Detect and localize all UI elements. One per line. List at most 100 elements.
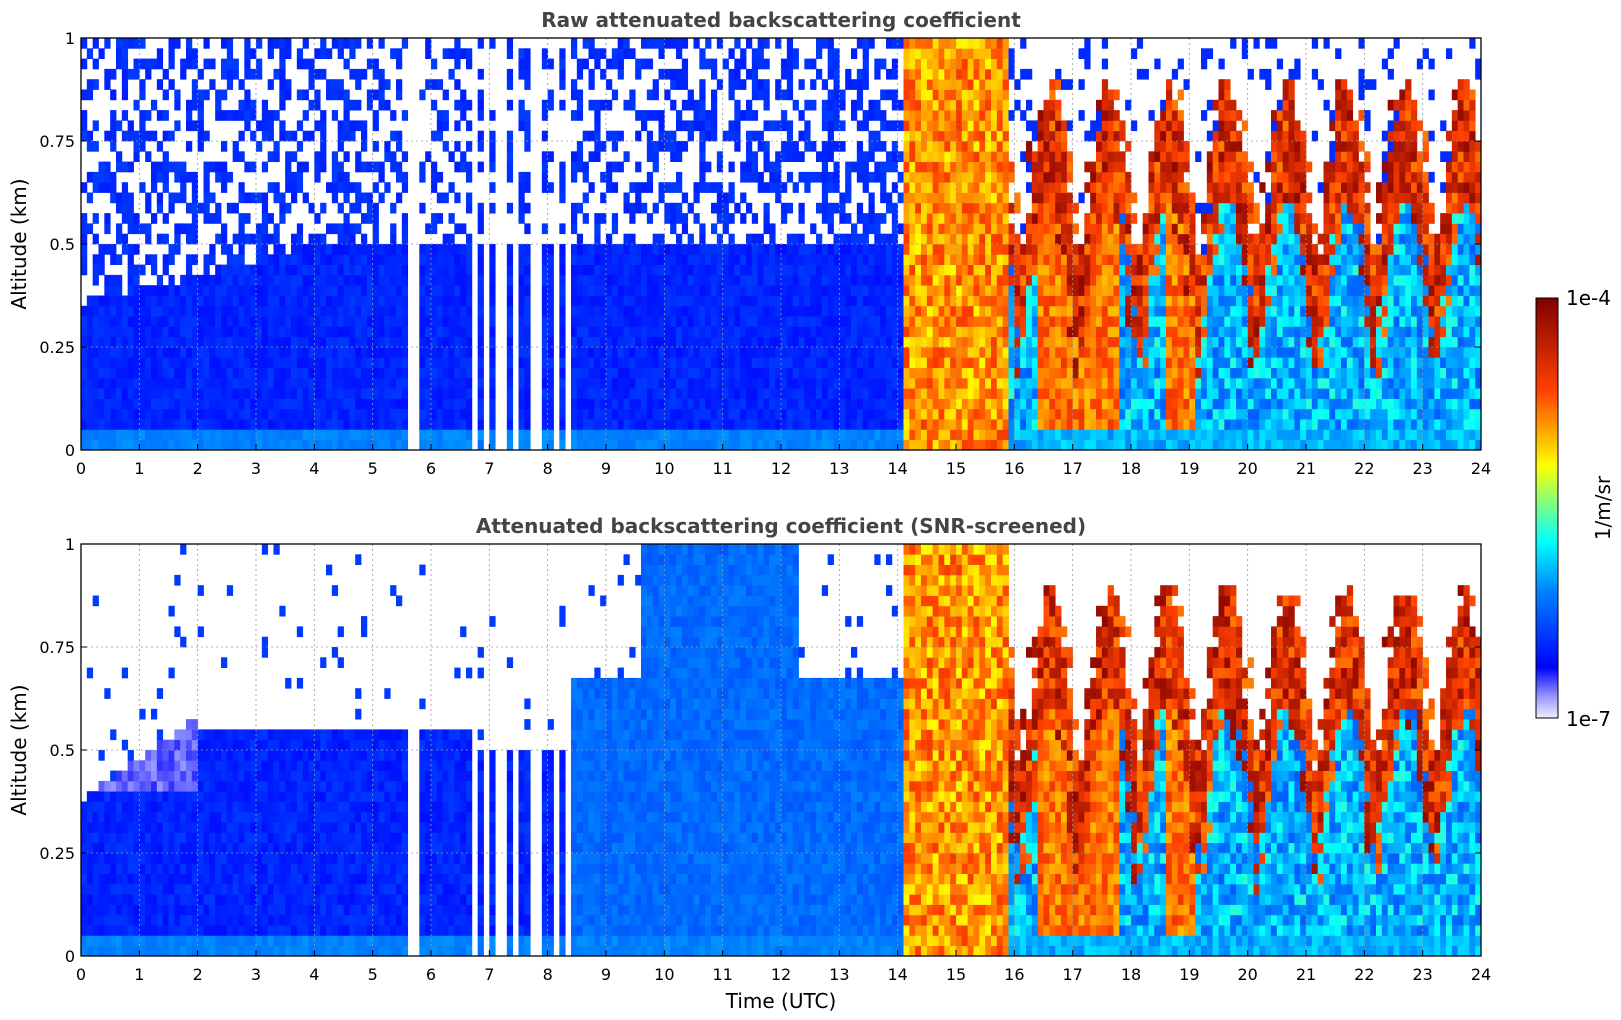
heatmap-cell [582, 347, 589, 358]
heatmap-cell [932, 244, 939, 255]
heatmap-cell [921, 305, 928, 317]
heatmap-cell [1101, 408, 1109, 420]
heatmap-cell [174, 357, 181, 368]
heatmap-cell [693, 305, 700, 317]
heatmap-cell [1008, 254, 1015, 265]
heatmap-cell [366, 419, 374, 430]
heatmap-cell [86, 48, 94, 59]
heatmap-cell [763, 274, 770, 286]
heatmap-cell [751, 79, 759, 90]
heatmap-cell [576, 305, 584, 317]
heatmap-cell [506, 429, 514, 441]
heatmap-cell [156, 357, 164, 368]
heatmap-cell [81, 244, 88, 255]
heatmap-cell [460, 264, 467, 276]
heatmap-cell [244, 388, 251, 399]
heatmap-cell [378, 274, 385, 286]
heatmap-cell [127, 223, 134, 235]
heatmap-cell [635, 202, 642, 214]
heatmap-cell [326, 367, 333, 379]
heatmap-cell [763, 388, 770, 399]
heatmap-cell [821, 171, 829, 183]
heatmap-cell [477, 429, 484, 441]
heatmap-cell [331, 79, 339, 90]
heatmap-cell [209, 326, 216, 338]
heatmap-cell [308, 254, 315, 265]
heatmap-cell [238, 398, 245, 410]
heatmap-cell [915, 254, 922, 265]
heatmap-cell [716, 377, 724, 389]
heatmap-cell [921, 398, 928, 410]
heatmap-cell [897, 285, 904, 296]
heatmap-cell [384, 316, 391, 327]
heatmap-cell [886, 388, 893, 399]
heatmap-cell [629, 48, 636, 59]
heatmap-cell [1061, 336, 1068, 348]
heatmap-cell [676, 244, 683, 255]
heatmap-cell [874, 171, 881, 183]
heatmap-cell [763, 141, 770, 152]
heatmap-cell [466, 316, 473, 327]
heatmap-cell [86, 223, 94, 235]
heatmap-cell [92, 264, 99, 276]
heatmap-cell [524, 326, 531, 338]
heatmap-cell [209, 398, 216, 410]
heatmap-cell [308, 347, 315, 358]
heatmap-cell [728, 254, 735, 265]
heatmap-cell [390, 367, 397, 379]
heatmap-cell [950, 171, 957, 183]
heatmap-cell [291, 171, 298, 183]
heatmap-cell [477, 326, 484, 338]
heatmap-cell [221, 398, 228, 410]
heatmap-cell [378, 295, 385, 307]
heatmap-cell [751, 161, 759, 173]
heatmap-cell [221, 244, 228, 255]
heatmap-cell [448, 244, 455, 255]
heatmap-cell [349, 316, 356, 327]
heatmap-cell [617, 336, 624, 348]
heatmap-cell [763, 213, 770, 224]
heatmap-cell [331, 439, 339, 451]
heatmap-cell [1078, 429, 1085, 441]
heatmap-cell [121, 182, 129, 193]
heatmap-cell [343, 264, 350, 276]
heatmap-cell [489, 347, 496, 358]
heatmap-cell [127, 326, 134, 338]
heatmap-cell [267, 408, 274, 420]
heatmap-cell [203, 377, 210, 389]
heatmap-cell [973, 79, 980, 90]
heatmap-cell [961, 120, 969, 132]
heatmap-cell [961, 408, 969, 420]
heatmap-cell [699, 285, 706, 296]
heatmap-cell [816, 326, 823, 338]
heatmap-cell [110, 120, 117, 132]
heatmap-cell [746, 388, 753, 399]
heatmap-cell [378, 305, 385, 317]
heatmap-cell [973, 295, 980, 307]
heatmap-cell [681, 419, 689, 430]
heatmap-cell [938, 110, 945, 121]
heatmap-cell [763, 223, 770, 235]
heatmap-cell [156, 285, 164, 296]
heatmap-cell [816, 398, 823, 410]
heatmap-cell [926, 182, 934, 193]
heatmap-cell [1049, 130, 1056, 142]
heatmap-cell [681, 58, 689, 70]
heatmap-cell [121, 192, 129, 204]
heatmap-cell [226, 68, 234, 80]
heatmap-cell [763, 419, 770, 430]
heatmap-cell [915, 295, 922, 307]
heatmap-cell [1026, 316, 1033, 327]
heatmap-cell [296, 254, 304, 265]
heatmap-cell [967, 151, 974, 162]
heatmap-cell [786, 254, 794, 265]
heatmap-cell [938, 274, 945, 286]
heatmap-cell [722, 213, 729, 224]
heatmap-cell [401, 326, 409, 338]
heatmap-cell [81, 408, 88, 420]
heatmap-cell [996, 202, 1004, 214]
heatmap-cell [664, 295, 671, 307]
heatmap-cell [856, 285, 864, 296]
heatmap-cell [191, 439, 199, 451]
heatmap-cell [979, 367, 986, 379]
